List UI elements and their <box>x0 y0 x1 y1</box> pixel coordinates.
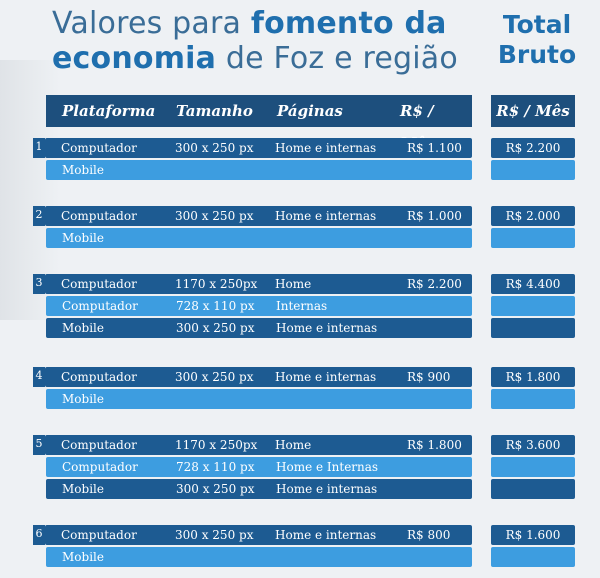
cell-valor: R$ 1.000 <box>407 209 462 223</box>
row-number: 2 <box>33 206 45 226</box>
cell-tamanho: 728 x 110 px <box>176 460 255 474</box>
title-highlight: fomento da <box>250 6 447 41</box>
cell-plataforma: Computador <box>62 299 138 313</box>
total-cell: R$ 3.600 <box>491 435 575 455</box>
total-cell <box>491 389 575 409</box>
cell-tamanho: 300 x 250 px <box>175 370 254 384</box>
cell-tamanho: 1170 x 250px <box>175 438 258 452</box>
total-cell <box>491 160 575 180</box>
cell-paginas: Home e internas <box>275 141 377 155</box>
title-text: de Foz e região <box>216 41 458 76</box>
table-header: Plataforma Tamanho Páginas R$ / Mês <box>46 95 472 152</box>
cell-paginas: Home <box>275 438 312 452</box>
cell-plataforma: Mobile <box>62 392 104 406</box>
cell-plataforma: Computador <box>61 277 137 291</box>
header-tamanho: Tamanho <box>176 102 253 120</box>
table-row: Mobile 300 x 250 px Home e internas <box>46 318 472 338</box>
row-number: 6 <box>33 525 45 545</box>
row-number: 5 <box>33 435 45 455</box>
cell-tamanho: 300 x 250 px <box>175 528 254 542</box>
title-text: Valores para <box>52 6 251 41</box>
cell-valor: R$ 1.100 <box>407 141 462 155</box>
table-row: Computador 300 x 250 px Home e internas R$ … <box>45 525 472 545</box>
table-row: Computador 728 x 110 px Home e Internas <box>46 457 472 477</box>
cell-paginas: Home e internas <box>275 209 377 223</box>
cell-plataforma: Computador <box>62 460 138 474</box>
row-number: 3 <box>33 274 45 294</box>
cell-plataforma: Computador <box>61 528 137 542</box>
cell-plataforma: Computador <box>61 370 137 384</box>
row-number: 4 <box>33 367 45 387</box>
cell-tamanho: 300 x 250 px <box>175 141 254 155</box>
cell-plataforma: Computador <box>61 141 137 155</box>
total-cell <box>491 296 575 316</box>
row-number: 1 <box>33 138 45 158</box>
total-cell: R$ 1.800 <box>491 367 575 387</box>
page-title: Valores para fomento da economia de Foz … <box>52 6 482 76</box>
table-row: Mobile <box>46 160 472 180</box>
total-cell: R$ 2.200 <box>491 138 575 158</box>
cell-paginas: Home e internas <box>276 482 378 496</box>
cell-valor: R$ 900 <box>407 370 451 384</box>
total-cell <box>491 547 575 567</box>
table-row: Computador 1170 x 250px Home R$ 2.200 <box>45 274 472 294</box>
table-row: Computador 728 x 110 px Internas <box>46 296 472 316</box>
header-plataforma: Plataforma <box>62 102 156 120</box>
cell-valor: R$ 1.800 <box>407 438 462 452</box>
total-bruto-title: Total Bruto <box>492 10 582 70</box>
cell-plataforma: Computador <box>61 209 137 223</box>
cell-tamanho: 728 x 110 px <box>176 299 255 313</box>
total-cell: R$ 2.000 <box>491 206 575 226</box>
cell-paginas: Home <box>275 277 312 291</box>
table-row: Computador 300 x 250 px Home e internas R$ … <box>45 367 472 387</box>
title-highlight: economia <box>52 41 217 76</box>
table-row: Mobile <box>46 389 472 409</box>
total-header: R$ / Mês <box>491 95 575 127</box>
cell-plataforma: Mobile <box>62 163 104 177</box>
total-title-line: Bruto <box>497 40 577 69</box>
cell-tamanho: 300 x 250 px <box>176 482 255 496</box>
table-row: Mobile 300 x 250 px Home e internas <box>46 479 472 499</box>
header-paginas: Páginas <box>277 102 343 120</box>
table-row: Computador 300 x 250 px Home e internas R$ … <box>45 206 472 226</box>
cell-valor: R$ 800 <box>407 528 451 542</box>
cell-plataforma: Mobile <box>62 550 104 564</box>
cell-plataforma: Computador <box>61 438 137 452</box>
cell-plataforma: Mobile <box>62 321 104 335</box>
cell-paginas: Home e Internas <box>276 460 379 474</box>
table-row: Computador 300 x 250 px Home e internas R$ … <box>45 138 472 158</box>
table-row: Mobile <box>46 547 472 567</box>
cell-tamanho: 1170 x 250px <box>175 277 258 291</box>
total-cell <box>491 457 575 477</box>
total-cell <box>491 479 575 499</box>
cell-plataforma: Mobile <box>62 231 104 245</box>
header-total: R$ / Mês <box>496 102 570 120</box>
total-cell <box>491 318 575 338</box>
total-cell: R$ 4.400 <box>491 274 575 294</box>
total-cell: R$ 1.600 <box>491 525 575 545</box>
cell-valor: R$ 2.200 <box>407 277 462 291</box>
cell-paginas: Home e internas <box>275 370 377 384</box>
cell-tamanho: 300 x 250 px <box>175 209 254 223</box>
cell-paginas: Home e internas <box>275 528 377 542</box>
cell-tamanho: 300 x 250 px <box>176 321 255 335</box>
table-row: Computador 1170 x 250px Home R$ 1.800 <box>45 435 472 455</box>
cell-paginas: Internas <box>276 299 328 313</box>
cell-paginas: Home e internas <box>276 321 378 335</box>
total-cell <box>491 228 575 248</box>
cell-plataforma: Mobile <box>62 482 104 496</box>
total-title-line: Total <box>502 10 572 39</box>
table-row: Mobile <box>46 228 472 248</box>
